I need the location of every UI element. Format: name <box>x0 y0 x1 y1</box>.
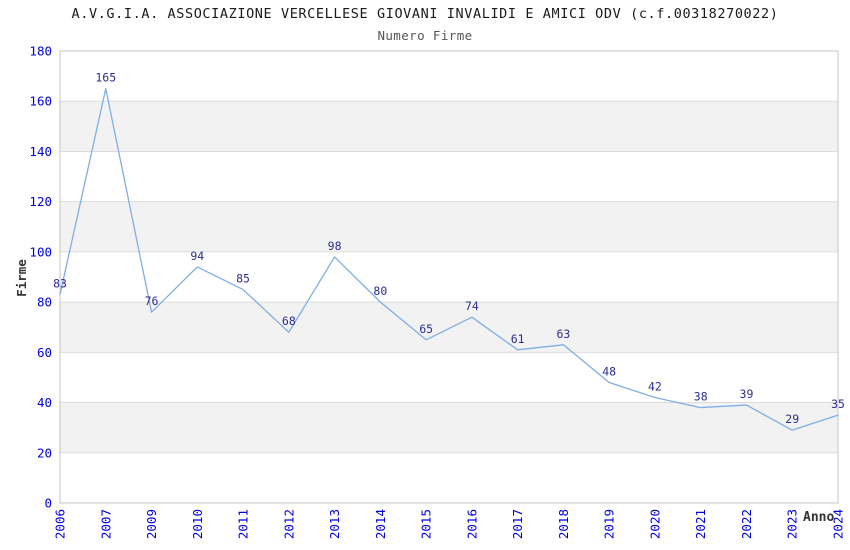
x-tick-label: 2007 <box>98 509 113 539</box>
chart-title: A.V.G.I.A. ASSOCIAZIONE VERCELLESE GIOVA… <box>71 6 779 22</box>
plot-band <box>60 402 838 453</box>
x-tick-label: 2014 <box>373 509 388 539</box>
data-point-label: 98 <box>328 239 342 253</box>
x-tick-label: 2016 <box>464 509 479 539</box>
x-tick-label: 2022 <box>739 509 754 539</box>
y-tick-label: 120 <box>29 194 52 209</box>
data-point-label: 85 <box>236 272 250 286</box>
data-point-label: 61 <box>511 332 525 346</box>
plot-band <box>60 201 838 252</box>
data-point-label: 42 <box>648 380 662 394</box>
x-tick-label: 2018 <box>556 509 571 539</box>
y-axis-label: Firme <box>14 259 29 297</box>
data-point-label: 80 <box>373 284 387 298</box>
y-tick-label: 160 <box>29 94 52 109</box>
plot-border <box>59 50 839 504</box>
y-tick-label: 140 <box>29 144 52 159</box>
x-tick-label: 2011 <box>236 509 251 539</box>
x-tick-label: 2024 <box>831 509 846 539</box>
data-point-label: 76 <box>145 294 159 308</box>
y-tick-label: 40 <box>37 395 52 410</box>
data-line <box>59 88 839 431</box>
y-tick-label: 20 <box>37 445 52 460</box>
plot-band <box>60 101 838 152</box>
data-point-label: 29 <box>785 412 799 426</box>
y-tick-label: 80 <box>37 295 52 310</box>
x-tick-label: 2021 <box>693 509 708 539</box>
chart-subtitle: Numero Firme <box>377 28 473 43</box>
x-tick-label: 2017 <box>510 509 525 539</box>
y-tick-label: 60 <box>37 345 52 360</box>
x-tick-label: 2010 <box>190 509 205 539</box>
x-tick-label: 2015 <box>419 509 434 539</box>
data-point-label: 63 <box>556 327 570 341</box>
y-tick-label: 0 <box>44 496 52 511</box>
x-tick-label: 2006 <box>53 509 68 539</box>
plot-band <box>60 302 838 353</box>
data-point-label: 48 <box>602 364 616 378</box>
data-point-label: 68 <box>282 314 296 328</box>
data-point-label: 39 <box>740 387 754 401</box>
data-point-label: 35 <box>831 397 845 411</box>
y-tick-label: 100 <box>29 244 52 259</box>
x-tick-label: 2019 <box>602 509 617 539</box>
data-point-label: 94 <box>190 249 204 263</box>
data-point-label: 165 <box>95 71 116 85</box>
x-tick-label: 2023 <box>785 509 800 539</box>
data-point-label: 74 <box>465 299 479 313</box>
x-tick-label: 2009 <box>144 509 159 539</box>
y-tick-label: 180 <box>29 44 52 59</box>
data-point-label: 38 <box>694 390 708 404</box>
data-point-label: 65 <box>419 322 433 336</box>
x-tick-label: 2020 <box>647 509 662 539</box>
x-axis-label: Anno <box>803 510 835 525</box>
x-tick-label: 2013 <box>327 509 342 539</box>
data-point-label: 83 <box>53 277 67 291</box>
x-tick-label: 2012 <box>281 509 296 539</box>
